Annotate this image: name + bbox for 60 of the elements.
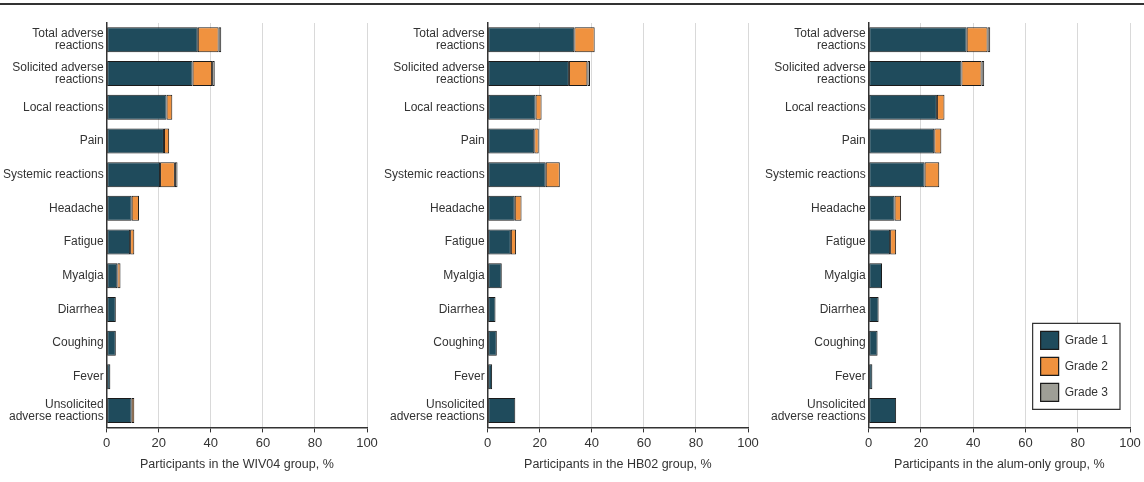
y-tick-label: Fever [73,369,104,384]
x-tick-label: 20 [913,434,929,450]
x-tick-label: 60 [636,434,652,450]
y-tick-label: Coughing [814,335,866,350]
x-tick-label: 100 [356,434,378,450]
x-tick-label: 40 [584,434,600,450]
y-tick-label: Myalgia [62,268,105,283]
y-tick-label: Diarrhea [819,301,867,316]
x-tick-label: 40 [965,434,981,450]
legend-label: Grade 3 [1064,384,1109,399]
y-tick-label: Pain [460,133,485,148]
y-tick-label: Systemic reactions [384,166,485,181]
y-tick-label: Total adverse reactions [794,26,867,53]
x-tick-label: 20 [532,434,547,450]
y-tick-label: Local reactions [784,99,866,114]
y-tick-label: Total adverse reactions [413,26,486,53]
y-tick-label: Unsolicited adverse reactions [389,396,485,423]
y-tick-label: Solicited adverse reactions [12,59,105,86]
y-tick-label: Total adverse reactions [32,26,105,53]
x-tick-label: 100 [1119,434,1141,450]
y-tick-label: Coughing [52,335,104,350]
x-axis-title: Participants in the alum-only group, % [894,456,1105,471]
x-tick-label: 80 [307,434,323,450]
y-tick-label: Headache [810,200,867,215]
y-tick-label: Fatigue [825,234,867,249]
y-tick-label: Systemic reactions [765,166,866,181]
y-tick-label: Local reactions [403,99,485,114]
y-tick-label: Solicited adverse reactions [393,59,486,86]
y-tick-label: Headache [429,200,486,215]
x-tick-label: 80 [1070,434,1085,450]
y-tick-label: Coughing [433,335,485,350]
y-tick-label: Headache [48,200,105,215]
y-tick-label: Pain [79,133,104,148]
legend-label: Grade 1 [1064,332,1109,347]
y-tick-label: Myalgia [443,268,486,283]
x-axis-title: Participants in the WIV04 group, % [139,456,334,471]
y-tick-label: Pain [841,133,866,148]
x-axis-title: Participants in the HB02 group, % [524,456,712,471]
x-tick-label: 60 [255,434,271,450]
x-tick-label: 40 [203,434,219,450]
x-tick-label: 60 [1018,434,1033,450]
legend-label: Grade 2 [1064,358,1109,373]
y-tick-label: Solicited adverse reactions [774,59,867,86]
y-tick-label: Local reactions [22,99,104,114]
x-tick-label: 100 [737,434,759,450]
x-tick-label: 0 [484,434,492,450]
y-tick-label: Fever [454,369,485,384]
x-tick-label: 20 [151,434,166,450]
y-tick-label: Systemic reactions [3,166,104,181]
y-tick-label: Diarrhea [57,301,105,316]
x-tick-label: 0 [103,434,111,450]
y-tick-label: Fatigue [63,234,105,249]
y-tick-label: Myalgia [824,268,867,283]
y-tick-label: Fatigue [444,234,486,249]
y-tick-label: Fever [835,369,866,384]
x-tick-label: 0 [865,434,873,450]
y-tick-label: Unsolicited adverse reactions [8,396,104,423]
y-tick-label: Diarrhea [438,301,486,316]
x-tick-label: 80 [688,434,704,450]
y-tick-label: Unsolicited adverse reactions [770,396,866,423]
